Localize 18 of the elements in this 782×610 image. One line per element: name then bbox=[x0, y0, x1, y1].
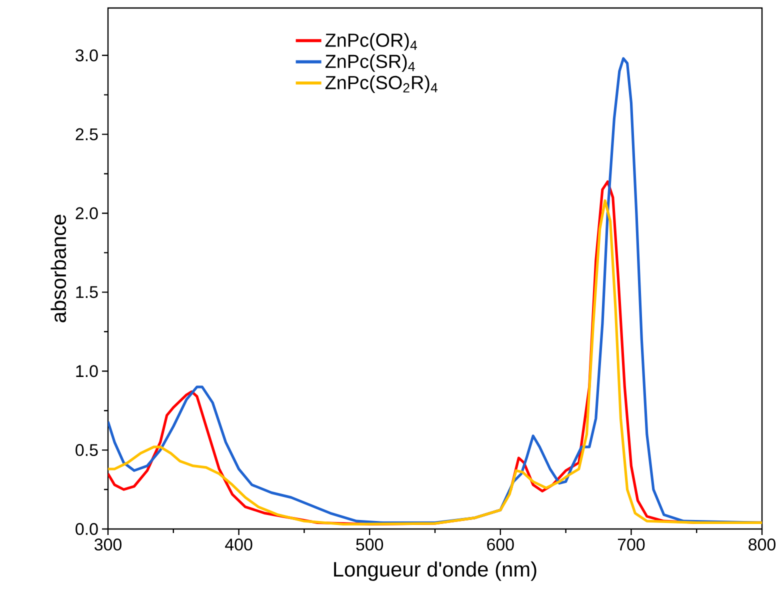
legend-label: ZnPc(SO$_{2}$R)$_{4}$ bbox=[325, 75, 438, 94]
y-tick-label: 3.0 bbox=[76, 49, 98, 62]
x-tick-label: 300 bbox=[94, 538, 122, 551]
y-tick-label: 0.5 bbox=[76, 444, 98, 456]
x-tick-label: 800 bbox=[748, 538, 776, 551]
legend-label: ZnPc(OR)$_{4}$ bbox=[325, 33, 417, 51]
y-tick-label: 2.5 bbox=[76, 128, 98, 140]
y-tick-label: 2.0 bbox=[76, 207, 98, 220]
y-tick-label: 0.0 bbox=[76, 523, 98, 535]
y-axis-title: absorbance bbox=[50, 214, 66, 322]
legend-label: ZnPc(SR)$_{4}$ bbox=[325, 54, 415, 72]
y-tick-label: 1.0 bbox=[76, 365, 98, 378]
x-tick-label: 600 bbox=[487, 538, 514, 551]
x-tick-label: 500 bbox=[356, 538, 384, 551]
x-axis-title: Longueur d'onde (nm) bbox=[334, 561, 536, 581]
x-tick-label: 700 bbox=[618, 538, 645, 551]
y-tick-label: 1.5 bbox=[76, 286, 98, 298]
x-tick-label: 400 bbox=[225, 538, 252, 551]
